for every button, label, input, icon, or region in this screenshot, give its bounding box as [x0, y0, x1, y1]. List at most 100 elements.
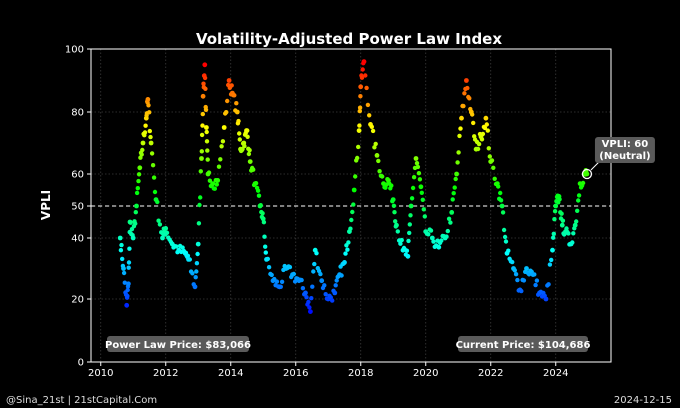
data-point	[551, 235, 556, 240]
data-point	[234, 101, 239, 106]
data-point	[219, 144, 224, 149]
power-law-price-label: Power Law Price: $83,066	[105, 340, 251, 351]
data-point	[426, 232, 431, 237]
data-point	[195, 251, 200, 257]
data-point	[133, 210, 138, 215]
data-point	[194, 269, 199, 274]
data-point	[205, 157, 210, 162]
data-point	[206, 170, 212, 175]
data-point	[439, 238, 444, 243]
data-point	[274, 279, 280, 284]
data-point	[461, 103, 466, 109]
data-point	[214, 182, 219, 187]
data-point	[464, 78, 469, 83]
data-point	[306, 299, 311, 305]
data-point	[201, 81, 206, 86]
data-point	[200, 111, 205, 117]
data-point	[465, 85, 470, 91]
data-point	[398, 241, 403, 246]
data-point	[122, 280, 128, 285]
data-point	[145, 97, 151, 102]
data-point	[499, 203, 505, 209]
data-point	[244, 128, 250, 134]
data-point	[448, 220, 453, 225]
data-point	[149, 151, 155, 156]
data-point	[513, 272, 519, 277]
data-point	[457, 133, 462, 139]
data-point	[421, 207, 426, 212]
data-point	[389, 183, 394, 188]
data-point	[489, 158, 495, 163]
data-point	[361, 59, 367, 64]
data-point	[225, 98, 230, 104]
data-point	[124, 302, 130, 308]
data-point	[339, 273, 344, 278]
data-point	[261, 220, 267, 225]
data-point	[346, 240, 351, 245]
data-point	[148, 134, 153, 140]
data-point	[345, 247, 350, 252]
data-point	[194, 261, 200, 266]
data-point	[453, 176, 458, 182]
data-point	[279, 279, 285, 284]
data-point	[365, 102, 371, 108]
data-point	[236, 118, 241, 124]
data-point	[136, 178, 141, 184]
data-point	[431, 239, 436, 244]
footer-date: 2024-12-15	[613, 395, 672, 406]
data-point	[532, 272, 537, 277]
data-point	[547, 262, 553, 267]
data-point	[187, 257, 192, 262]
data-point	[552, 209, 558, 214]
data-point	[363, 73, 368, 78]
data-point	[417, 177, 423, 182]
data-point	[291, 271, 296, 277]
data-point	[117, 235, 123, 241]
data-point	[357, 108, 362, 114]
data-point	[576, 193, 582, 198]
data-point	[422, 214, 427, 219]
data-point	[263, 244, 268, 249]
data-point	[456, 150, 461, 155]
data-point	[450, 197, 455, 202]
data-point	[486, 146, 491, 151]
data-point	[413, 156, 419, 161]
data-point	[142, 130, 148, 135]
data-point	[260, 211, 265, 216]
data-point	[572, 222, 578, 228]
data-point	[199, 132, 205, 138]
data-point	[393, 219, 398, 224]
data-point	[416, 171, 422, 176]
data-point	[196, 221, 202, 226]
data-point	[533, 282, 538, 288]
data-point	[128, 220, 133, 225]
data-point	[399, 237, 404, 243]
data-point	[446, 216, 452, 221]
data-point	[550, 247, 555, 253]
data-point	[232, 93, 237, 98]
data-point	[133, 221, 138, 226]
data-point	[500, 210, 506, 215]
data-point	[130, 235, 136, 241]
data-point	[350, 209, 355, 215]
x-tick-label: 2010	[88, 368, 113, 379]
data-point	[242, 143, 247, 149]
data-point	[126, 265, 131, 270]
data-point	[467, 96, 472, 101]
data-point	[125, 281, 131, 287]
y-tick-label: 60	[71, 170, 84, 181]
data-point	[174, 244, 179, 249]
data-point	[119, 242, 124, 248]
data-point	[199, 149, 204, 154]
data-point	[147, 128, 152, 134]
data-point	[391, 203, 397, 208]
data-point	[269, 272, 274, 278]
data-point	[251, 167, 256, 172]
data-point	[299, 277, 304, 283]
data-point	[410, 185, 416, 191]
data-point	[451, 191, 456, 196]
data-point	[307, 305, 312, 310]
data-point	[549, 257, 554, 263]
footer-attribution: @Sina_21st | 21stCapital.Com	[6, 395, 158, 406]
data-point	[195, 241, 201, 247]
